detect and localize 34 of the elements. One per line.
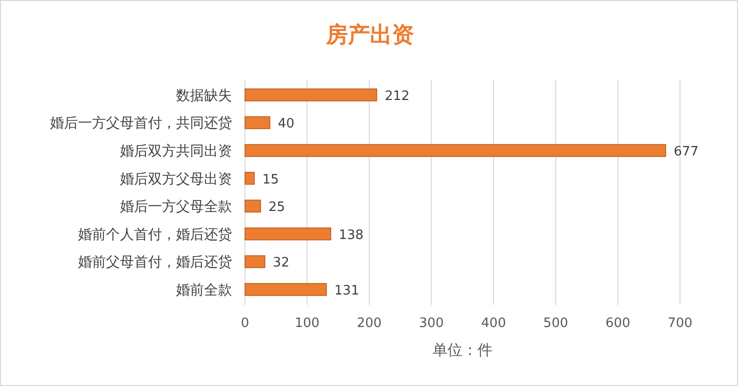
x-tick-label: 600 (605, 316, 630, 331)
y-tick-label: 婚前个人首付，婚后还贷 (78, 226, 232, 243)
y-tick-label: 婚后双方共同出资 (120, 144, 232, 160)
bar (244, 228, 332, 240)
data-label: 212 (384, 88, 410, 104)
y-tick-label: 婚后一方父母首付，共同还贷 (50, 116, 232, 132)
chart-title: 房产出资 (325, 22, 414, 48)
x-tick-label: 500 (543, 316, 568, 331)
data-label: 677 (674, 144, 699, 160)
bar (244, 200, 261, 212)
y-tick-label: 数据缺失 (176, 88, 232, 104)
data-label: 25 (268, 200, 286, 216)
x-tick-label: 400 (481, 316, 506, 331)
data-label: 131 (334, 284, 360, 298)
bar (244, 255, 266, 268)
y-tick-label: 婚前父母首付，婚后还贷 (78, 254, 232, 271)
x-tick-label: 200 (356, 316, 382, 331)
x-tick-label: 700 (668, 316, 692, 331)
bar (244, 172, 255, 185)
data-label: 40 (278, 116, 294, 132)
bar (244, 88, 378, 102)
data-label: 138 (338, 228, 364, 243)
data-label: 32 (272, 256, 290, 271)
y-tick-label: 婚后一方父母全款 (120, 199, 232, 216)
x-tick-label: 300 (419, 316, 444, 331)
x-tick-label: 100 (294, 316, 320, 331)
x-tick-label: 0 (240, 316, 250, 331)
data-label: 15 (262, 172, 279, 188)
bar (244, 283, 327, 296)
bar (244, 144, 666, 157)
x-axis-title: 单位：件 (432, 341, 492, 359)
y-tick-label: 婚后双方父母出资 (120, 171, 232, 188)
bar (244, 116, 270, 130)
y-tick-label: 婚前全款 (176, 282, 232, 298)
